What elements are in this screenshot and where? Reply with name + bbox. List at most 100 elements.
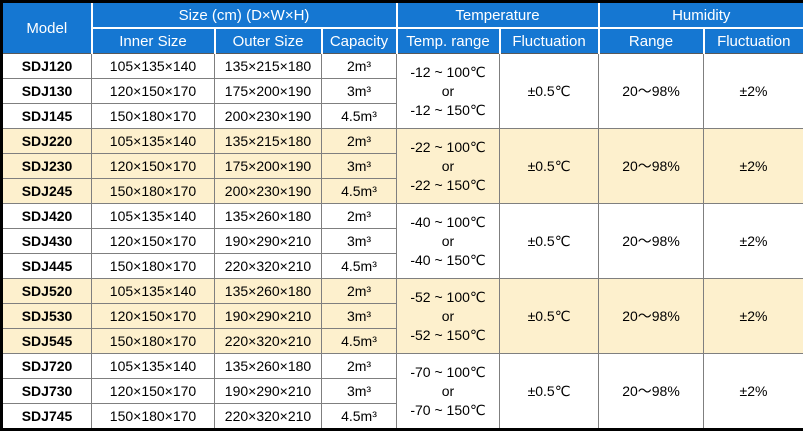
column-header-humidity-range: Range bbox=[597, 27, 705, 54]
inner-size-cell: 105×135×140 bbox=[91, 203, 215, 229]
capacity-cell: 3m³ bbox=[321, 378, 397, 404]
temp-range-line: -12 ~ 100℃ bbox=[410, 63, 486, 80]
column-header-capacity: Capacity bbox=[320, 27, 398, 54]
inner-size-cell: 150×180×170 bbox=[91, 328, 215, 354]
temp-range-line: -40 ~ 150℃ bbox=[410, 251, 486, 268]
capacity-cell: 4.5m³ bbox=[321, 103, 397, 129]
model-cell: SDJ130 bbox=[1, 78, 92, 104]
inner-size-cell: 120×150×170 bbox=[91, 303, 215, 329]
table-row: SDJ430 120×150×170 190×290×210 3m³ bbox=[1, 228, 803, 254]
inner-size-cell: 120×150×170 bbox=[91, 378, 215, 404]
humidity-fluctuation-cell: ±2% bbox=[702, 203, 803, 279]
inner-size-cell: 105×135×140 bbox=[91, 353, 215, 379]
column-header-humidity-fluctuation: Fluctuation bbox=[702, 27, 803, 54]
table-row: SDJ245 150×180×170 200×230×190 4.5m³ bbox=[1, 178, 803, 204]
inner-size-cell: 150×180×170 bbox=[91, 178, 215, 204]
capacity-cell: 3m³ bbox=[321, 78, 397, 104]
capacity-cell: 2m³ bbox=[321, 53, 397, 79]
temp-fluctuation-cell: ±0.5℃ bbox=[499, 53, 599, 129]
humidity-range-cell: 20～98% bbox=[598, 278, 704, 354]
outer-size-cell: 190×290×210 bbox=[214, 303, 322, 329]
model-cell: SDJ220 bbox=[1, 128, 92, 154]
inner-size-cell: 105×135×140 bbox=[91, 53, 215, 79]
table-row: SDJ220 105×135×140 135×215×180 2m³ -22 ~ 100… bbox=[1, 128, 803, 204]
temp-range-line: or bbox=[441, 157, 455, 174]
model-cell: SDJ720 bbox=[1, 353, 92, 379]
model-cell: SDJ245 bbox=[1, 178, 92, 204]
capacity-cell: 2m³ bbox=[321, 203, 397, 229]
group-header-size: Size (cm) (D×W×H) bbox=[90, 0, 398, 29]
temp-fluctuation-cell: ±0.5℃ bbox=[499, 353, 599, 430]
header-row-groups: Model Size (cm) (D×W×H) Temperature Humi… bbox=[0, 0, 803, 54]
temp-range-cell: -22 ~ 100℃ or -22 ~ 150℃ bbox=[396, 128, 500, 204]
humidity-fluctuation-cell: ±2% bbox=[702, 53, 803, 129]
outer-size-cell: 220×320×210 bbox=[214, 328, 322, 354]
temp-range-line: -22 ~ 100℃ bbox=[410, 138, 486, 155]
header-row-columns: Inner Size Outer Size Capacity Temp. ran… bbox=[2, 27, 803, 54]
humidity-range-cell: 20～98% bbox=[598, 128, 704, 204]
outer-size-cell: 200×230×190 bbox=[214, 178, 322, 204]
humidity-fluctuation-cell: ±2% bbox=[702, 278, 803, 354]
outer-size-cell: 135×260×180 bbox=[214, 203, 322, 229]
temp-range-line: or bbox=[441, 382, 455, 399]
group-header-temperature: Temperature bbox=[395, 0, 600, 29]
outer-size-cell: 135×260×180 bbox=[214, 278, 322, 304]
column-header-model: Model bbox=[0, 0, 93, 54]
table-row: SDJ520 105×135×140 135×260×180 2m³ -52 ~ 100… bbox=[1, 278, 803, 354]
temp-range-cell: -52 ~ 100℃ or -52 ~ 150℃ bbox=[396, 278, 500, 354]
temp-range-line: -52 ~ 100℃ bbox=[410, 288, 486, 305]
column-header-temp-fluctuation: Fluctuation bbox=[498, 27, 600, 54]
model-cell: SDJ545 bbox=[1, 328, 92, 354]
inner-size-cell: 150×180×170 bbox=[91, 253, 215, 279]
temp-range-line: or bbox=[441, 307, 455, 324]
outer-size-cell: 135×215×180 bbox=[214, 128, 322, 154]
model-cell: SDJ230 bbox=[1, 153, 92, 179]
outer-size-cell: 135×215×180 bbox=[214, 53, 322, 79]
inner-size-cell: 120×150×170 bbox=[91, 78, 215, 104]
temp-range-line: or bbox=[441, 82, 455, 99]
table-row: SDJ230 120×150×170 175×200×190 3m³ bbox=[1, 153, 803, 179]
outer-size-cell: 175×200×190 bbox=[214, 153, 322, 179]
model-cell: SDJ445 bbox=[1, 253, 92, 279]
temp-range-line: -12 ~ 150℃ bbox=[410, 101, 486, 118]
outer-size-cell: 220×320×210 bbox=[214, 253, 322, 279]
capacity-cell: 3m³ bbox=[321, 228, 397, 254]
temp-range-line: -22 ~ 150℃ bbox=[410, 176, 486, 193]
model-cell: SDJ120 bbox=[1, 53, 92, 79]
model-cell: SDJ430 bbox=[1, 228, 92, 254]
capacity-cell: 2m³ bbox=[321, 278, 397, 304]
temp-range-line: or bbox=[441, 232, 455, 249]
inner-size-cell: 150×180×170 bbox=[91, 403, 215, 430]
temp-range-cell: -40 ~ 100℃ or -40 ~ 150℃ bbox=[396, 203, 500, 279]
outer-size-cell: 220×320×210 bbox=[214, 403, 322, 430]
humidity-range-cell: 20～98% bbox=[598, 53, 704, 129]
table-row: SDJ530 120×150×170 190×290×210 3m³ bbox=[1, 303, 803, 329]
humidity-fluctuation-cell: ±2% bbox=[702, 128, 803, 204]
table-header: Model Size (cm) (D×W×H) Temperature Humi… bbox=[0, 0, 803, 54]
outer-size-cell: 200×230×190 bbox=[214, 103, 322, 129]
table-row: SDJ545 150×180×170 220×320×210 4.5m³ bbox=[1, 328, 803, 354]
temp-range-line: -40 ~ 100℃ bbox=[410, 213, 486, 230]
model-cell: SDJ530 bbox=[1, 303, 92, 329]
model-cell: SDJ730 bbox=[1, 378, 92, 404]
temp-fluctuation-cell: ±0.5℃ bbox=[499, 203, 599, 279]
capacity-cell: 4.5m³ bbox=[321, 253, 397, 279]
outer-size-cell: 190×290×210 bbox=[214, 228, 322, 254]
table-row: SDJ130 120×150×170 175×200×190 3m³ bbox=[1, 78, 803, 104]
temp-fluctuation-cell: ±0.5℃ bbox=[499, 128, 599, 204]
inner-size-cell: 150×180×170 bbox=[91, 103, 215, 129]
temp-range-line: -70 ~ 150℃ bbox=[410, 401, 486, 418]
inner-size-cell: 120×150×170 bbox=[91, 228, 215, 254]
capacity-cell: 3m³ bbox=[321, 303, 397, 329]
inner-size-cell: 105×135×140 bbox=[91, 128, 215, 154]
table-body: SDJ120 105×135×140 135×215×180 2m³ -12 ~ 100… bbox=[1, 53, 803, 430]
capacity-cell: 4.5m³ bbox=[321, 328, 397, 354]
table-row: SDJ145 150×180×170 200×230×190 4.5m³ bbox=[1, 103, 803, 129]
humidity-range-cell: 20～98% bbox=[598, 203, 704, 279]
humidity-fluctuation-cell: ±2% bbox=[702, 353, 803, 430]
temp-fluctuation-cell: ±0.5℃ bbox=[499, 278, 599, 354]
model-cell: SDJ745 bbox=[1, 403, 92, 430]
temp-range-cell: -70 ~ 100℃ or -70 ~ 150℃ bbox=[396, 353, 500, 430]
capacity-cell: 2m³ bbox=[321, 128, 397, 154]
